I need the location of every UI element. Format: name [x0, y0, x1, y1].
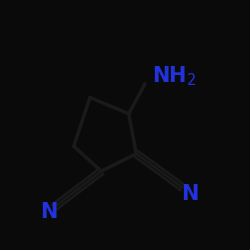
Text: N: N — [40, 202, 58, 222]
Text: NH$_2$: NH$_2$ — [152, 64, 197, 88]
Text: N: N — [181, 184, 199, 204]
